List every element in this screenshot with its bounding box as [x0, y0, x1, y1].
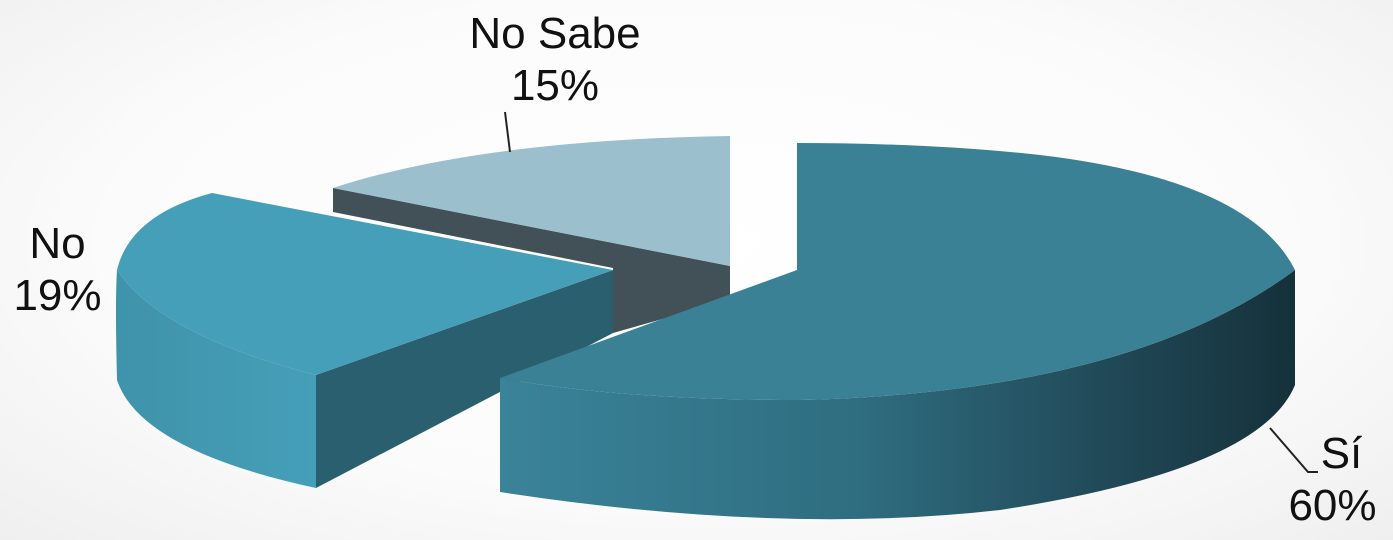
- slice-label-no-sabe: No Sabe 15%: [455, 8, 655, 112]
- slice-name-no-sabe: No Sabe: [469, 9, 641, 58]
- leader-line-si: [1269, 427, 1318, 473]
- pie-slice-no-sabe: [333, 136, 730, 266]
- slice-label-si: Sí 60%: [1275, 428, 1390, 532]
- pie-slice-no-side: [116, 270, 316, 488]
- leader-line-no-sabe: [504, 111, 511, 153]
- slice-percent-no-sabe: 15%: [510, 61, 600, 110]
- pie-slice-no: [117, 193, 613, 375]
- slice-label-no: No 19%: [0, 218, 115, 322]
- pie-slice-no-cut: [316, 270, 613, 488]
- slice-percent-no: 19%: [13, 271, 102, 320]
- pie-slice-remainder: [333, 188, 730, 333]
- slice-percent-si: 60%: [1288, 481, 1377, 530]
- pie-slice-si-side: [500, 270, 1295, 520]
- slice-name-no: No: [29, 219, 86, 268]
- pie-slice-si: [500, 143, 1295, 400]
- slice-name-si: Sí: [1320, 429, 1363, 478]
